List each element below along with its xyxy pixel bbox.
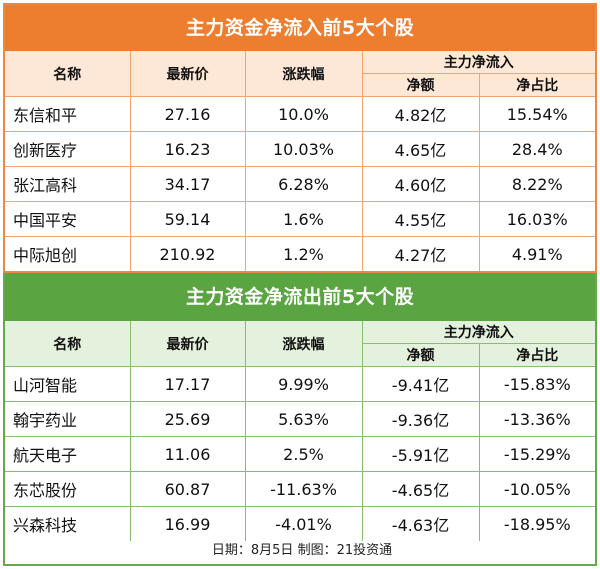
header-net-amount: 净额 [362,73,480,97]
stock-change: 5.63% [244,401,363,437]
stock-name: 兴森科技 [5,506,131,541]
table-row: 东信和平 27.16 10.0% 4.82亿 15.54% [5,96,595,132]
table-row: 张江高科 34.17 6.28% 4.60亿 8.22% [5,166,595,202]
header-change: 涨跌幅 [244,321,363,367]
stock-net-amount: 4.65亿 [361,131,480,167]
stock-net-ratio: -18.95% [478,506,595,541]
stock-net-ratio: -13.36% [478,401,595,437]
stock-change: -11.63% [244,471,363,507]
stock-price: 27.16 [129,96,246,132]
stock-change: 10.0% [244,96,363,132]
stock-change: 10.03% [244,131,363,167]
header-name: 名称 [5,51,131,97]
stock-flow-card: 主力资金净流入前5大个股 名称 最新价 涨跌幅 主力净流入 净额 净占比 东信和… [3,3,597,566]
stock-net-ratio: -15.83% [478,366,595,402]
stock-net-amount: -9.41亿 [361,366,480,402]
header-price: 最新价 [129,321,246,367]
outflow-section: 主力资金净流出前5大个股 名称 最新价 涨跌幅 主力净流入 净额 净占比 山河智… [3,273,597,566]
stock-net-ratio: 4.91% [478,236,595,271]
inflow-table: 名称 最新价 涨跌幅 主力净流入 净额 净占比 东信和平 27.16 10.0%… [5,51,595,271]
stock-change: 6.28% [244,166,363,202]
table-row: 山河智能 17.17 9.99% -9.41亿 -15.83% [5,366,595,402]
stock-net-ratio: -15.29% [478,436,595,472]
table-row: 中国平安 59.14 1.6% 4.55亿 16.03% [5,201,595,237]
table-row: 翰宇药业 25.69 5.63% -9.36亿 -13.36% [5,401,595,437]
stock-net-amount: -9.36亿 [361,401,480,437]
header-net-ratio: 净占比 [478,73,595,97]
header-net-inflow-group: 主力净流入 [361,51,595,74]
header-net-ratio: 净占比 [478,343,595,367]
stock-net-ratio: 16.03% [478,201,595,237]
stock-price: 25.69 [129,401,246,437]
stock-net-amount: -4.65亿 [361,471,480,507]
outflow-table: 名称 最新价 涨跌幅 主力净流入 净额 净占比 山河智能 17.17 9.99%… [5,321,595,541]
stock-change: 1.6% [244,201,363,237]
stock-name: 航天电子 [5,436,131,472]
stock-price: 16.99 [129,506,246,541]
stock-price: 60.87 [129,471,246,507]
inflow-section: 主力资金净流入前5大个股 名称 最新价 涨跌幅 主力净流入 净额 净占比 东信和… [3,3,597,273]
stock-net-amount: 4.27亿 [361,236,480,271]
stock-name: 山河智能 [5,366,131,402]
stock-net-ratio: -10.05% [478,471,595,507]
stock-net-ratio: 28.4% [478,131,595,167]
inflow-title: 主力资金净流入前5大个股 [5,5,595,51]
stock-net-amount: 4.55亿 [361,201,480,237]
stock-net-ratio: 15.54% [478,96,595,132]
stock-price: 210.92 [129,236,246,271]
stock-price: 59.14 [129,201,246,237]
stock-name: 中际旭创 [5,236,131,271]
stock-change: -4.01% [244,506,363,541]
stock-price: 34.17 [129,166,246,202]
stock-price: 16.23 [129,131,246,167]
stock-name: 东芯股份 [5,471,131,507]
table-row: 东芯股份 60.87 -11.63% -4.65亿 -10.05% [5,471,595,507]
header-price: 最新价 [129,51,246,97]
stock-price: 17.17 [129,366,246,402]
table-row: 创新医疗 16.23 10.03% 4.65亿 28.4% [5,131,595,167]
source-footer: 日期：8月5日 制图：21投资通 [211,543,393,558]
header-change: 涨跌幅 [244,51,363,97]
stock-change: 2.5% [244,436,363,472]
table-row: 兴森科技 16.99 -4.01% -4.63亿 -18.95% [5,506,595,541]
stock-net-ratio: 8.22% [478,166,595,202]
stock-name: 东信和平 [5,96,131,132]
stock-net-amount: 4.82亿 [361,96,480,132]
stock-name: 翰宇药业 [5,401,131,437]
header-name: 名称 [5,321,131,367]
stock-name: 张江高科 [5,166,131,202]
stock-net-amount: -4.63亿 [361,506,480,541]
stock-name: 中国平安 [5,201,131,237]
stock-change: 9.99% [244,366,363,402]
stock-net-amount: 4.60亿 [361,166,480,202]
stock-change: 1.2% [244,236,363,271]
outflow-title: 主力资金净流出前5大个股 [5,273,595,321]
header-net-amount: 净额 [362,343,480,367]
stock-name: 创新医疗 [5,131,131,167]
table-row: 航天电子 11.06 2.5% -5.91亿 -15.29% [5,436,595,472]
table-row: 中际旭创 210.92 1.2% 4.27亿 4.91% [5,236,595,271]
header-net-inflow-group: 主力净流入 [361,321,595,344]
stock-net-amount: -5.91亿 [361,436,480,472]
stock-price: 11.06 [129,436,246,472]
